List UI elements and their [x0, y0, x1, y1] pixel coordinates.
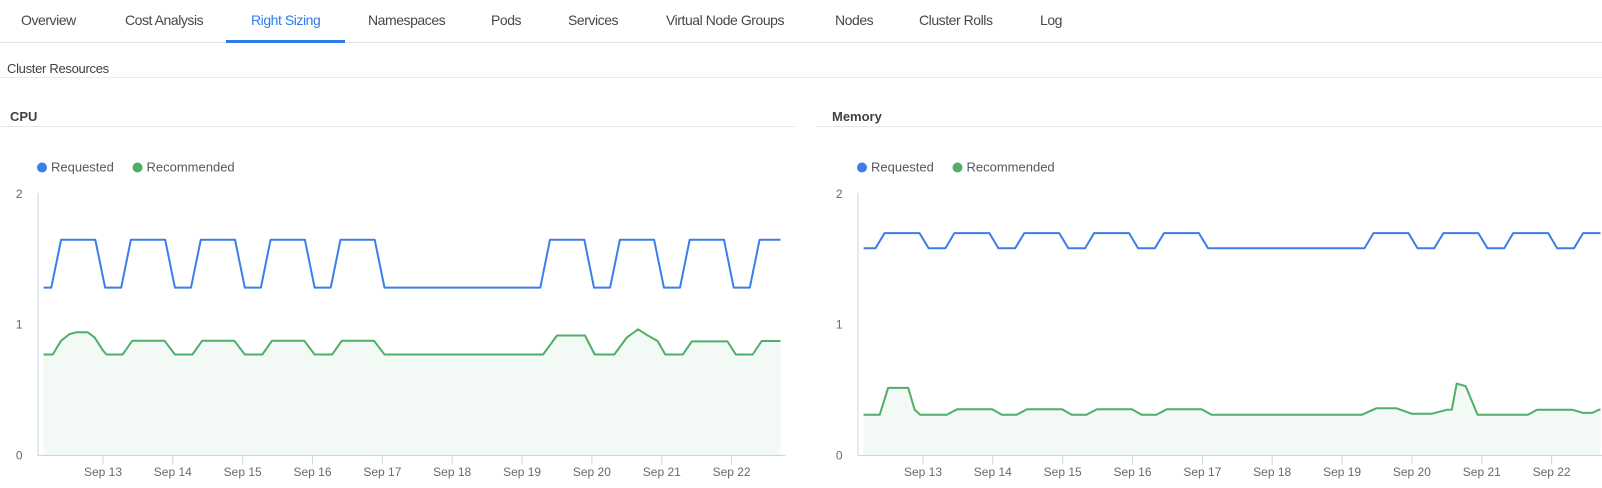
svg-text:Sep 17: Sep 17 — [1183, 465, 1221, 479]
svg-text:Sep 15: Sep 15 — [224, 465, 262, 479]
svg-text:Recommended: Recommended — [147, 160, 235, 175]
svg-text:Sep 19: Sep 19 — [1323, 465, 1361, 479]
svg-text:Sep 20: Sep 20 — [1393, 465, 1431, 479]
svg-text:2: 2 — [16, 187, 23, 201]
svg-text:1: 1 — [836, 318, 843, 332]
svg-text:Requested: Requested — [51, 160, 114, 175]
svg-text:Sep 17: Sep 17 — [363, 465, 401, 479]
svg-text:0: 0 — [16, 449, 23, 463]
svg-text:Sep 20: Sep 20 — [573, 465, 611, 479]
svg-text:Sep 22: Sep 22 — [713, 465, 751, 479]
svg-text:Sep 22: Sep 22 — [1533, 465, 1571, 479]
svg-text:Sep 21: Sep 21 — [643, 465, 681, 479]
svg-text:Sep 16: Sep 16 — [1113, 465, 1151, 479]
svg-text:Sep 14: Sep 14 — [974, 465, 1012, 479]
svg-text:Sep 15: Sep 15 — [1044, 465, 1082, 479]
svg-text:Sep 18: Sep 18 — [1253, 465, 1291, 479]
svg-text:Sep 13: Sep 13 — [904, 465, 942, 479]
svg-text:0: 0 — [836, 449, 843, 463]
svg-text:Sep 18: Sep 18 — [433, 465, 471, 479]
svg-text:Requested: Requested — [871, 160, 934, 175]
svg-text:Sep 13: Sep 13 — [84, 465, 122, 479]
svg-text:Sep 21: Sep 21 — [1463, 465, 1501, 479]
svg-text:Sep 19: Sep 19 — [503, 465, 541, 479]
svg-text:Recommended: Recommended — [967, 160, 1055, 175]
svg-text:Sep 16: Sep 16 — [293, 465, 331, 479]
svg-text:1: 1 — [16, 318, 23, 332]
svg-text:2: 2 — [836, 187, 843, 201]
svg-text:Sep 14: Sep 14 — [154, 465, 192, 479]
